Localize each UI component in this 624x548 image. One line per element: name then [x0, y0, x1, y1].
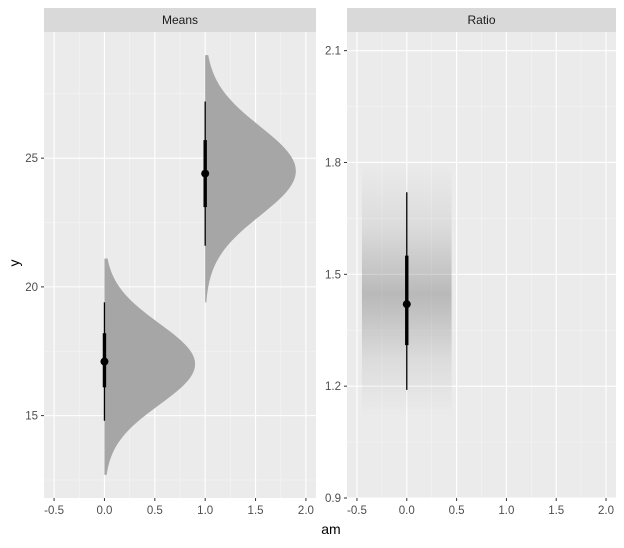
facet-strip-label: Ratio	[467, 13, 495, 27]
y-tick-label: 0.9	[325, 493, 341, 505]
panel-means: Means -0.5 0.0 0.5 1.0 1.5 2.0 15 20 25	[25, 8, 316, 517]
x-tick-label: 1.0	[498, 505, 514, 517]
y-tick-label: 2.1	[325, 46, 341, 58]
x-tick-label: 2.0	[598, 505, 614, 517]
point-estimate	[201, 169, 210, 178]
x-tick-label: 1.5	[248, 505, 264, 517]
y-tick-label: 1.5	[325, 269, 341, 281]
y-tick-label: 20	[25, 282, 38, 294]
y-tick-label: 1.8	[325, 157, 341, 169]
x-tick-label: -0.5	[347, 505, 367, 517]
x-axis-title: am	[321, 521, 340, 537]
point-estimate	[100, 357, 109, 366]
density-shape	[104, 258, 196, 475]
x-tick-label: 0.0	[96, 505, 112, 517]
facet-strip-label: Means	[162, 13, 198, 27]
y-tick-label: 25	[25, 153, 38, 165]
facet-strip	[347, 8, 616, 32]
x-tick-label: 0.5	[147, 505, 163, 517]
x-tick-label: 2.0	[298, 505, 314, 517]
x-tick-label: 0.0	[399, 505, 415, 517]
panel-ratio: Ratio -0.5 0.0 0.5 1.0 1.5 2.0 0.9 1.2 1.5 1.8 2.1	[325, 8, 616, 517]
density-shape	[205, 55, 296, 303]
y-axis-title: y	[6, 260, 22, 267]
point-estimate	[402, 300, 411, 309]
x-tick-label: 1.5	[548, 505, 564, 517]
y-tick-label: 15	[25, 411, 38, 423]
facet-strip	[44, 8, 316, 32]
x-tick-label: 1.0	[197, 505, 213, 517]
x-tick-label: 0.5	[449, 505, 465, 517]
y-tick-label: 1.2	[325, 381, 341, 393]
x-tick-label: -0.5	[44, 505, 64, 517]
